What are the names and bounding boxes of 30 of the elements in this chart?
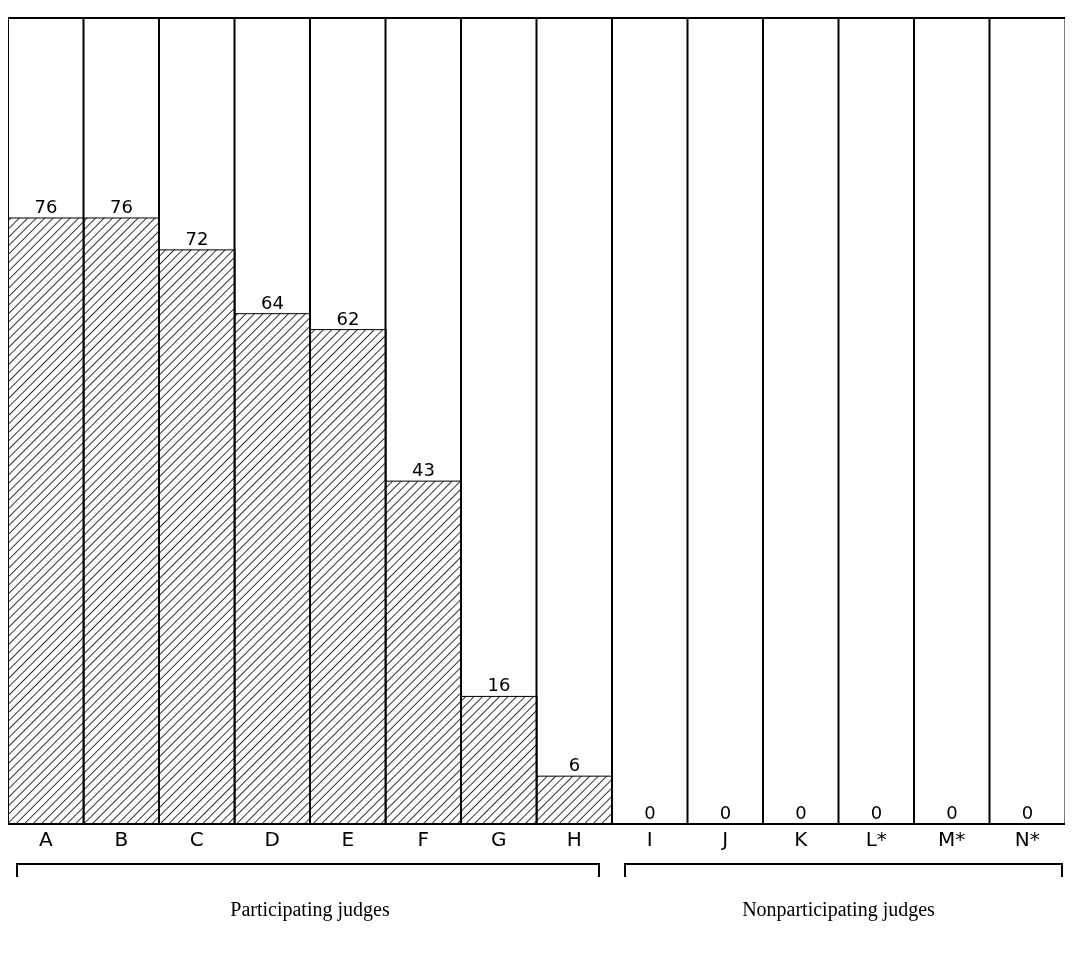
data-label: 64 [261, 291, 284, 313]
data-label: 62 [336, 307, 360, 329]
data-label: 0 [719, 802, 732, 823]
x-tick-label: E [341, 827, 355, 852]
x-tick-label: G [491, 827, 507, 852]
x-tick-label: L* [865, 827, 887, 852]
x-tick-label: C [189, 827, 204, 852]
text: Nonparticipating judges [741, 898, 936, 921]
data-label: 0 [644, 802, 656, 823]
x-tick-label: M* [938, 827, 966, 852]
data-label: 16 [487, 674, 511, 696]
data-label: 76 [110, 195, 133, 217]
x-tick-label: A [38, 827, 53, 852]
x-tick-label: B [114, 827, 129, 852]
x-tick-label: D [264, 827, 280, 852]
data-label: 43 [412, 459, 435, 481]
x-tick-label: N* [1014, 827, 1040, 852]
x-tick-label: K [794, 827, 809, 852]
data-label: 0 [946, 802, 958, 823]
data-label: 0 [870, 802, 883, 823]
data-label: 0 [795, 802, 807, 823]
text: Participating judges [229, 898, 391, 921]
x-tick-label: F [417, 827, 430, 852]
x-tick-label: I [646, 827, 653, 852]
data-label: 76 [34, 195, 58, 217]
data-label: 72 [185, 227, 209, 249]
data-label: 0 [1021, 802, 1034, 823]
data-label: 6 [568, 754, 581, 776]
x-tick-label: H [566, 827, 582, 852]
x-tick-label: J [720, 827, 729, 852]
